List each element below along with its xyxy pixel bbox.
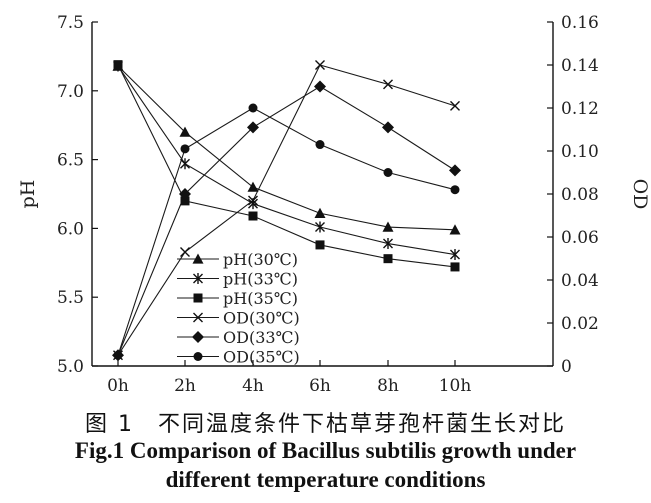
data-point-square	[248, 211, 258, 221]
legend: pH(30℃)pH(33℃)pH(35℃)OD(30℃)OD(33℃)OD(35…	[177, 250, 300, 367]
right-tick-label: 0.16	[561, 13, 599, 33]
left-tick-label: 7.5	[57, 13, 84, 33]
data-point-triangle	[314, 207, 326, 218]
legend-label: pH(33℃)	[223, 270, 298, 289]
legend-label: OD(35℃)	[223, 348, 300, 367]
data-point-square	[113, 60, 123, 70]
x-tick-label: 6h	[309, 376, 331, 396]
figure-caption-english-line2: different temperature conditions	[165, 467, 486, 492]
data-point-x	[180, 247, 190, 258]
x-tick-label: 0h	[107, 376, 129, 396]
data-point-square	[383, 254, 393, 264]
data-point-circle	[113, 350, 123, 360]
data-point-circle	[450, 185, 460, 195]
left-tick-label: 5.0	[57, 357, 84, 377]
series-line-3	[117, 64, 456, 356]
series-line-1	[117, 65, 456, 256]
data-point-triangle	[382, 221, 394, 232]
x-tick-label: 4h	[242, 376, 264, 396]
legend-marker-square	[193, 293, 203, 303]
data-point-triangle	[247, 181, 259, 192]
figure-caption-english-line1: Fig.1 Comparison of Bacillus subtilis gr…	[74, 438, 577, 463]
y-left-axis-title: pH	[17, 180, 39, 209]
right-tick-label: 0.04	[561, 271, 599, 291]
figure-caption-chinese: 图 1 不同温度条件下枯草芽孢杆菌生长对比	[85, 412, 566, 437]
legend-label: pH(30℃)	[223, 250, 298, 269]
legend-label: OD(30℃)	[223, 309, 300, 328]
right-tick-label: 0.02	[561, 314, 599, 334]
data-point-asterisk	[315, 221, 325, 233]
left-tick-label: 5.5	[57, 288, 84, 308]
legend-marker-x	[193, 312, 203, 323]
left-tick-label: 7.0	[57, 82, 84, 102]
data-point-diamond	[314, 80, 326, 93]
data-point-square	[180, 196, 190, 206]
data-point-asterisk	[383, 238, 393, 250]
right-tick-label: 0.10	[561, 142, 599, 162]
dual-axis-line-chart: 5.0 5.5 6.0 6.5 7.0 7.5 0 0.02 0.04 0.06 0.08 0.10 0…	[17, 13, 651, 396]
data-point-x	[315, 60, 325, 70]
y-right-axis-title: OD	[629, 179, 651, 210]
data-point-asterisk	[450, 249, 460, 261]
data-point-asterisk	[180, 158, 190, 170]
right-tick-label: 0	[561, 357, 572, 377]
x-tick-label: 2h	[174, 376, 196, 396]
x-tick-label: 10h	[439, 376, 472, 396]
data-point-circle	[383, 168, 393, 177]
data-point-square	[450, 262, 460, 272]
legend-marker-diamond	[192, 331, 204, 343]
data-point-square	[315, 240, 325, 250]
legend-marker-asterisk	[193, 273, 203, 284]
chart-frame	[91, 22, 554, 367]
legend-marker-circle	[193, 352, 203, 361]
data-point-diamond	[449, 164, 461, 177]
right-tick-label: 0.12	[561, 99, 599, 119]
x-tick-label: 8h	[377, 376, 399, 396]
data-point-triangle	[179, 126, 191, 137]
data-point-diamond	[247, 121, 259, 134]
left-tick-label: 6.5	[57, 151, 84, 171]
legend-label: OD(33℃)	[223, 328, 300, 347]
series-line-0	[117, 65, 456, 231]
series-line-5	[117, 107, 456, 356]
right-tick-label: 0.06	[561, 228, 599, 248]
data-point-diamond	[382, 121, 394, 134]
series-lines	[117, 64, 456, 356]
series-line-2	[117, 64, 456, 268]
axis-ticks: 5.0 5.5 6.0 6.5 7.0 7.5 0 0.02 0.04 0.06 0.08 0.10 0…	[17, 13, 651, 396]
data-point-diamond	[179, 188, 191, 200]
data-point-x	[450, 100, 460, 111]
right-tick-label: 0.14	[561, 56, 599, 76]
left-tick-label: 6.0	[57, 219, 84, 239]
data-point-circle	[180, 144, 190, 154]
legend-label: pH(35℃)	[223, 289, 298, 308]
data-point-circle	[315, 140, 325, 150]
data-point-triangle	[449, 224, 461, 235]
series-markers	[112, 60, 461, 362]
series-line-4	[117, 85, 456, 356]
data-point-x	[383, 79, 393, 90]
legend-marker-triangle	[192, 253, 204, 264]
right-tick-label: 0.08	[561, 185, 599, 205]
data-point-x	[248, 195, 258, 206]
data-point-circle	[248, 103, 258, 113]
